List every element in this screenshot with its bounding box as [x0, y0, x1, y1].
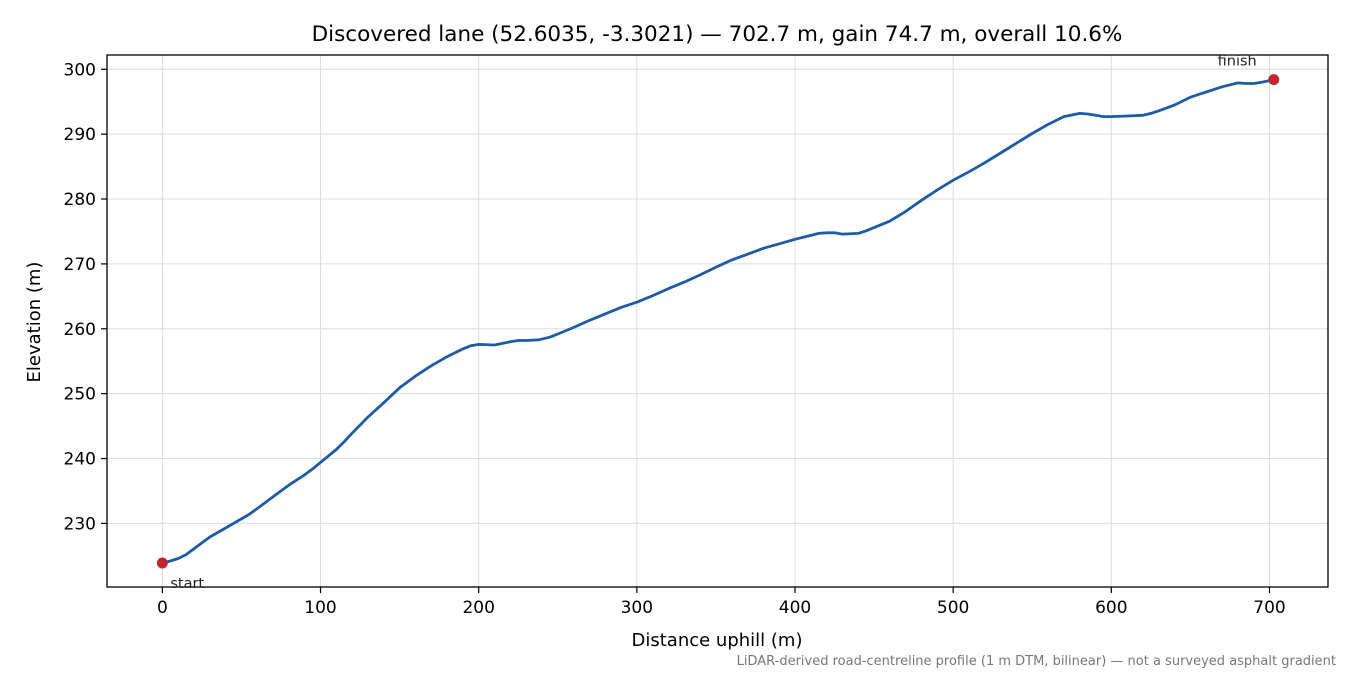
grid — [107, 55, 1328, 587]
chart-title: Discovered lane (52.6035, -3.3021) — 702… — [312, 22, 1123, 47]
start-annotation: start — [170, 576, 204, 592]
x-tick-label: 0 — [157, 598, 168, 618]
y-tick-label: 270 — [64, 255, 96, 275]
x-tick-label: 600 — [1095, 598, 1127, 618]
y-tick-label: 230 — [64, 514, 96, 534]
y-axis-ticks: 230 240 250 260 270 280 290 300 — [64, 60, 107, 534]
footnote: LiDAR-derived road-centreline profile (1… — [737, 654, 1336, 669]
start-marker — [156, 557, 168, 569]
plot-frame — [106, 54, 1329, 588]
x-tick-label: 100 — [304, 598, 336, 618]
x-axis-label: Distance uphill (m) — [632, 630, 803, 651]
x-tick-label: 400 — [779, 598, 811, 618]
elevation-profile-line — [161, 78, 1276, 565]
y-tick-label: 250 — [64, 385, 96, 405]
series-layer — [161, 78, 1276, 565]
finish-marker — [1268, 74, 1280, 86]
x-tick-label: 500 — [937, 598, 969, 618]
y-tick-label: 280 — [64, 190, 96, 210]
finish-annotation: finish — [1218, 54, 1257, 70]
y-tick-label: 300 — [64, 60, 96, 80]
y-axis-label: Elevation (m) — [24, 262, 45, 383]
endpoint-markers: start finish — [156, 54, 1280, 592]
y-tick-label: 240 — [64, 450, 96, 470]
x-tick-label: 300 — [621, 598, 653, 618]
y-tick-label: 290 — [64, 125, 96, 145]
x-axis-ticks: 0 100 200 300 400 500 600 700 — [157, 587, 1286, 618]
y-tick-label: 260 — [64, 320, 96, 340]
x-tick-label: 200 — [462, 598, 494, 618]
x-tick-label: 700 — [1253, 598, 1285, 618]
